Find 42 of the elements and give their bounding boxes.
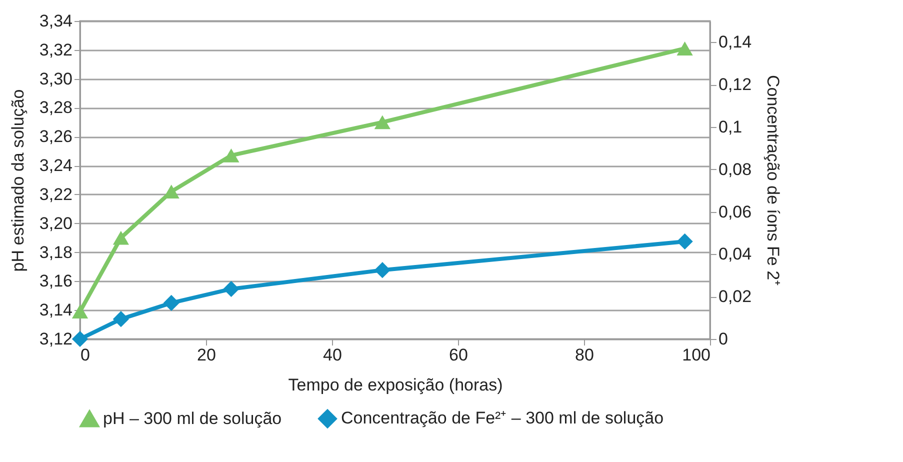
y-tick-label: 3,16 xyxy=(39,272,72,291)
y2-tick-label: 0,06 xyxy=(718,202,752,222)
x-tick-label: 60 xyxy=(449,346,468,364)
point xyxy=(72,304,88,319)
point xyxy=(223,280,240,298)
x-tick-label: 0 xyxy=(80,346,90,364)
point xyxy=(223,148,240,162)
legend-label: Concentração de Fe²⁺ – 300 ml de solução xyxy=(341,408,664,428)
x-tick-label: 40 xyxy=(323,346,342,364)
point xyxy=(112,311,130,328)
y2-tick-label: 0,14 xyxy=(718,32,752,52)
point xyxy=(374,262,390,278)
y-tick-label: 3,26 xyxy=(39,127,72,146)
y-tick-label: 3,28 xyxy=(39,98,72,118)
y-tick-label: 3,22 xyxy=(39,184,72,204)
y-tick-label: 3,20 xyxy=(39,214,72,233)
x-tick-label: 100 xyxy=(682,346,710,364)
y-tick-label: 3,24 xyxy=(39,156,72,176)
point xyxy=(163,294,180,312)
point xyxy=(676,41,693,56)
point xyxy=(676,233,693,250)
y-tick-label: 3,14 xyxy=(39,300,72,320)
y-tick-label: 3,30 xyxy=(39,69,72,88)
y2-tick-label: 0 xyxy=(718,330,728,348)
y2-tick-label: 0,08 xyxy=(718,160,752,179)
legend-label: pH – 300 ml de solução xyxy=(103,409,282,428)
y2-tick-label: 0,02 xyxy=(718,287,752,306)
y-tick-label: 3,34 xyxy=(39,12,72,30)
y2-axis-title: Concentração de íons Fe 2⁺ xyxy=(764,74,783,286)
y-tick-label: 3,12 xyxy=(39,330,72,348)
x-axis-title: Tempo de exposição (horas) xyxy=(288,376,503,394)
point xyxy=(374,115,390,130)
y-tick-label: 3,32 xyxy=(39,40,72,60)
y2-tick-label: 0,12 xyxy=(718,75,752,94)
y2-tick-label: 0,1 xyxy=(718,118,742,136)
y-tick-label: 3,18 xyxy=(39,242,72,262)
y2-tick-label: 0,04 xyxy=(718,244,752,264)
y-axis-title: pH estimado da solução xyxy=(8,89,28,272)
point xyxy=(112,230,130,245)
x-tick-label: 20 xyxy=(197,346,216,364)
point xyxy=(72,330,88,348)
x-tick-label: 80 xyxy=(575,346,594,364)
